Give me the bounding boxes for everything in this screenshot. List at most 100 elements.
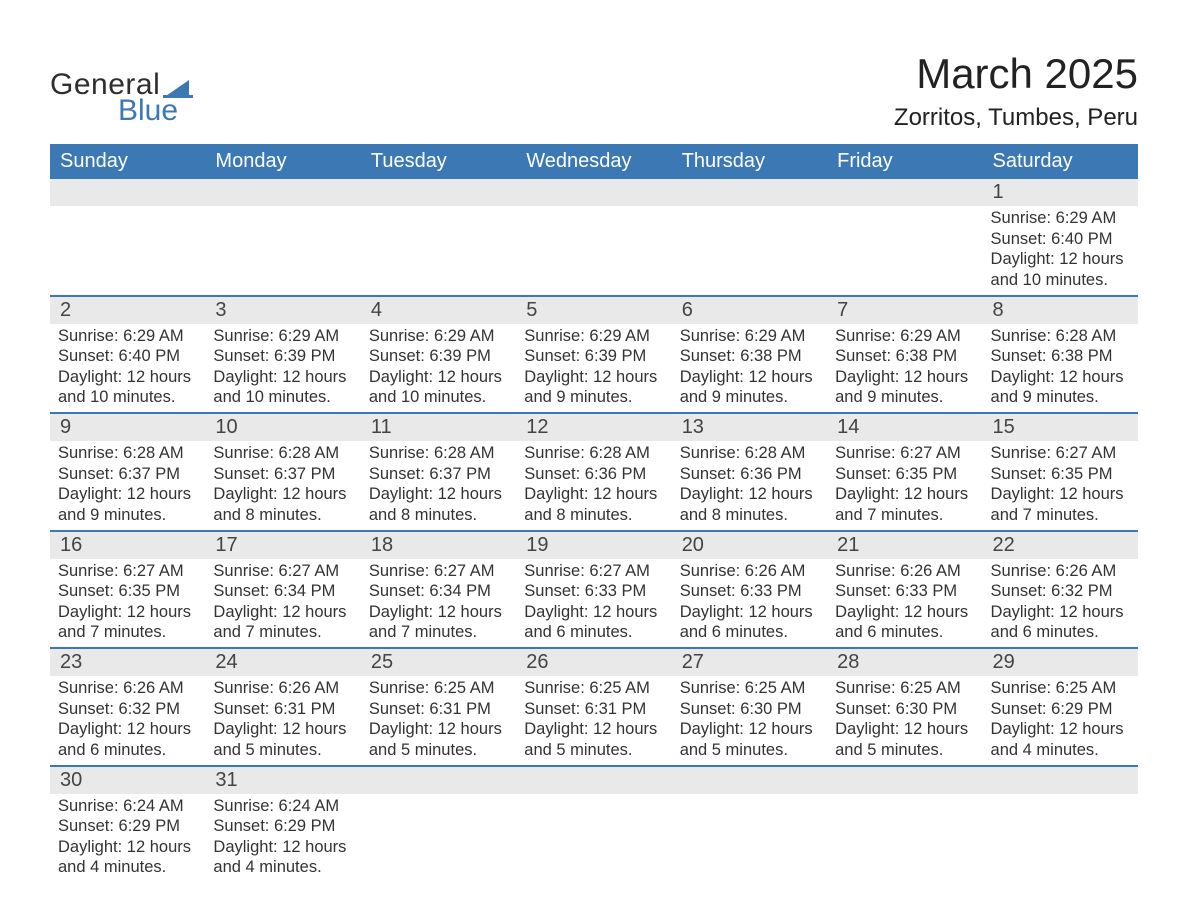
day-body-cell: Sunrise: 6:28 AMSunset: 6:38 PMDaylight:… <box>983 324 1138 414</box>
day-body-cell: Sunrise: 6:24 AMSunset: 6:29 PMDaylight:… <box>50 794 205 883</box>
day-number-cell: 1 <box>983 179 1138 206</box>
daylight-text-1: Daylight: 12 hours <box>58 719 197 740</box>
daylight-text-2: and 6 minutes. <box>524 622 663 643</box>
day-number-cell: 6 <box>672 296 827 324</box>
day-body-cell: Sunrise: 6:29 AMSunset: 6:38 PMDaylight:… <box>672 324 827 414</box>
sunrise-text: Sunrise: 6:26 AM <box>835 561 974 582</box>
sunrise-text: Sunrise: 6:24 AM <box>213 796 352 817</box>
day-body-cell <box>983 794 1138 883</box>
sunset-text: Sunset: 6:37 PM <box>213 464 352 485</box>
sunrise-text: Sunrise: 6:29 AM <box>213 326 352 347</box>
week-body-row: Sunrise: 6:24 AMSunset: 6:29 PMDaylight:… <box>50 794 1138 883</box>
sunset-text: Sunset: 6:33 PM <box>835 581 974 602</box>
daylight-text-2: and 8 minutes. <box>213 505 352 526</box>
sunset-text: Sunset: 6:33 PM <box>524 581 663 602</box>
calendar-table: Sunday Monday Tuesday Wednesday Thursday… <box>50 144 1138 882</box>
day-number-cell: 20 <box>672 531 827 559</box>
day-body-cell: Sunrise: 6:25 AMSunset: 6:29 PMDaylight:… <box>983 676 1138 766</box>
daylight-text-1: Daylight: 12 hours <box>524 367 663 388</box>
day-body-cell: Sunrise: 6:27 AMSunset: 6:33 PMDaylight:… <box>516 559 671 649</box>
sunset-text: Sunset: 6:35 PM <box>58 581 197 602</box>
daylight-text-2: and 6 minutes. <box>835 622 974 643</box>
sunset-text: Sunset: 6:39 PM <box>524 346 663 367</box>
day-body-cell: Sunrise: 6:25 AMSunset: 6:31 PMDaylight:… <box>361 676 516 766</box>
week-daynum-row: 16171819202122 <box>50 531 1138 559</box>
day-body-cell: Sunrise: 6:26 AMSunset: 6:31 PMDaylight:… <box>205 676 360 766</box>
daylight-text-2: and 5 minutes. <box>680 740 819 761</box>
sunset-text: Sunset: 6:30 PM <box>680 699 819 720</box>
day-number-cell: 21 <box>827 531 982 559</box>
sunrise-text: Sunrise: 6:28 AM <box>991 326 1130 347</box>
daylight-text-2: and 9 minutes. <box>991 387 1130 408</box>
daylight-text-2: and 4 minutes. <box>58 857 197 878</box>
day-body-cell: Sunrise: 6:29 AMSunset: 6:40 PMDaylight:… <box>983 206 1138 296</box>
week-body-row: Sunrise: 6:29 AM Sunset: 6:40 PM Daylight:… <box>50 324 1138 414</box>
brand-logo: General Blue <box>50 50 193 128</box>
sunset-text: Sunset: 6:31 PM <box>369 699 508 720</box>
sunrise-text: Sunrise: 6:27 AM <box>524 561 663 582</box>
weekday-header: Monday <box>205 144 360 179</box>
week-daynum-row: 2345678 <box>50 296 1138 324</box>
daylight-text-2: and 5 minutes. <box>369 740 508 761</box>
day-number-cell: 26 <box>516 648 671 676</box>
sunset-text: Sunset: 6:36 PM <box>680 464 819 485</box>
daylight-text-2: and 10 minutes. <box>213 387 352 408</box>
daylight-text-2: and 7 minutes. <box>991 505 1130 526</box>
sunrise-text: Sunrise: 6:24 AM <box>58 796 197 817</box>
day-number-cell: 3 <box>205 296 360 324</box>
day-number-cell <box>516 766 671 794</box>
day-number-cell: 15 <box>983 413 1138 441</box>
daylight-text-1: Daylight: 12 hours <box>213 367 352 388</box>
day-body-cell <box>672 206 827 296</box>
sunset-text: Sunset: 6:40 PM <box>58 346 197 367</box>
brand-text-bottom: Blue <box>118 94 178 128</box>
daylight-text-1: Daylight: 12 hours <box>991 602 1130 623</box>
day-number-cell <box>516 179 671 206</box>
week-daynum-row: 9101112131415 <box>50 413 1138 441</box>
week-daynum-row: 3031 <box>50 766 1138 794</box>
day-number-cell <box>50 179 205 206</box>
day-number-cell <box>672 766 827 794</box>
daylight-text-1: Daylight: 12 hours <box>369 719 508 740</box>
daylight-text-2: and 8 minutes. <box>369 505 508 526</box>
day-body-cell <box>516 206 671 296</box>
daylight-text-1: Daylight: 12 hours <box>680 602 819 623</box>
daylight-text-1: Daylight: 12 hours <box>991 249 1130 270</box>
day-body-cell: Sunrise: 6:24 AMSunset: 6:29 PMDaylight:… <box>205 794 360 883</box>
sunrise-text: Sunrise: 6:29 AM <box>369 326 508 347</box>
day-body-cell: Sunrise: 6:26 AMSunset: 6:33 PMDaylight:… <box>827 559 982 649</box>
daylight-text-1: Daylight: 12 hours <box>213 602 352 623</box>
day-body-cell: Sunrise: 6:29 AMSunset: 6:38 PMDaylight:… <box>827 324 982 414</box>
daylight-text-2: and 7 minutes. <box>835 505 974 526</box>
daylight-text-1: Daylight: 12 hours <box>58 837 197 858</box>
day-body-cell: Sunrise: 6:26 AMSunset: 6:32 PMDaylight:… <box>983 559 1138 649</box>
day-body-cell: Sunrise: 6:29 AMSunset: 6:39 PMDaylight:… <box>516 324 671 414</box>
day-number-cell: 22 <box>983 531 1138 559</box>
daylight-text-2: and 6 minutes. <box>58 740 197 761</box>
daylight-text-2: and 6 minutes. <box>991 622 1130 643</box>
sunset-text: Sunset: 6:34 PM <box>213 581 352 602</box>
sunset-text: Sunset: 6:32 PM <box>58 699 197 720</box>
daylight-text-1: Daylight: 12 hours <box>213 837 352 858</box>
day-body-cell: Sunrise: 6:29 AMSunset: 6:39 PMDaylight:… <box>361 324 516 414</box>
week-body-row: Sunrise: 6:29 AMSunset: 6:40 PMDaylight:… <box>50 206 1138 296</box>
sunset-text: Sunset: 6:35 PM <box>991 464 1130 485</box>
day-number-cell: 27 <box>672 648 827 676</box>
daylight-text-1: Daylight: 12 hours <box>58 602 197 623</box>
sunset-text: Sunset: 6:38 PM <box>991 346 1130 367</box>
sunrise-text: Sunrise: 6:27 AM <box>213 561 352 582</box>
sunset-text: Sunset: 6:32 PM <box>991 581 1130 602</box>
daylight-text-2: and 7 minutes. <box>58 622 197 643</box>
day-number-cell: 7 <box>827 296 982 324</box>
week-body-row: Sunrise: 6:26 AMSunset: 6:32 PMDaylight:… <box>50 676 1138 766</box>
day-body-cell: Sunrise: 6:25 AMSunset: 6:31 PMDaylight:… <box>516 676 671 766</box>
daylight-text-2: and 10 minutes. <box>991 270 1130 291</box>
daylight-text-1: Daylight: 12 hours <box>369 602 508 623</box>
sunrise-text: Sunrise: 6:28 AM <box>524 443 663 464</box>
day-body-cell: Sunrise: 6:29 AMSunset: 6:39 PMDaylight:… <box>205 324 360 414</box>
day-body-cell: Sunrise: 6:27 AMSunset: 6:34 PMDaylight:… <box>205 559 360 649</box>
sunrise-text: Sunrise: 6:29 AM <box>680 326 819 347</box>
day-body-cell <box>827 206 982 296</box>
day-body-cell: Sunrise: 6:28 AMSunset: 6:37 PMDaylight:… <box>205 441 360 531</box>
daylight-text-2: and 9 minutes. <box>680 387 819 408</box>
